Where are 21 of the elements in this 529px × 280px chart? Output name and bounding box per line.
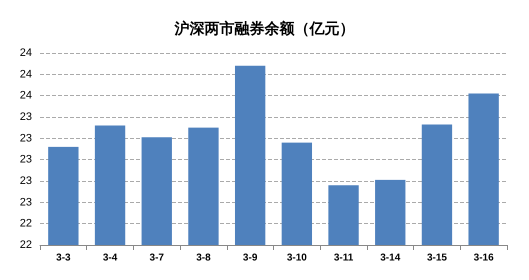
y-tick-label: 23 [20,132,32,144]
y-tick-label: 22 [20,239,32,251]
x-tick-label: 3-7 [150,252,164,264]
y-tick-label: 24 [20,90,32,102]
x-tick-label: 3-9 [242,252,258,264]
y-tick-label: 23 [20,111,32,123]
y-tick-label: 23 [20,175,32,187]
x-tick-label: 3-16 [474,252,494,264]
x-tick-label: 3-14 [380,252,401,264]
x-tick-label: 3-8 [196,252,212,264]
y-tick-label: 23 [20,196,32,208]
x-tick-label: 3-15 [426,252,448,264]
y-tick-label: 24 [20,47,32,59]
x-tick-label: 3-3 [56,252,72,264]
x-tick-label: 3-11 [334,252,354,264]
x-tick-label: 3-10 [286,252,308,264]
x-tick-label: 3-4 [102,252,118,264]
chart-title: 沪深两市融券余额（亿元） [174,20,354,38]
y-tick-label: 23 [20,154,32,166]
y-tick-label: 24 [20,68,32,80]
y-tick-label: 22 [20,218,32,230]
